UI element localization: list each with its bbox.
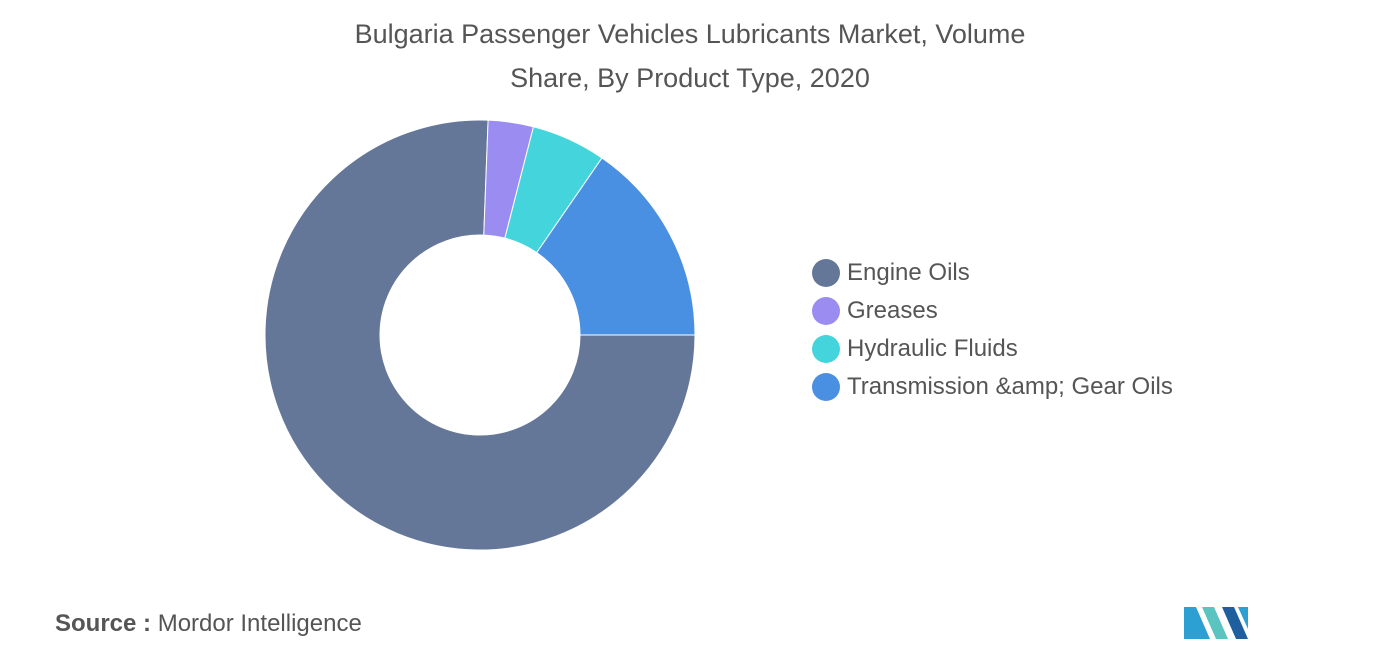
legend-swatch-hydraulic-fluids (812, 335, 840, 363)
logo-shape-right (1222, 607, 1248, 639)
logo-shape-right-bar (1238, 607, 1248, 629)
chart-title-line-2: Share, By Product Type, 2020 (510, 63, 870, 93)
source-note: Source : Mordor Intelligence (55, 610, 362, 638)
source-label: Source : (55, 610, 152, 637)
legend-item-hydraulic-fluids[interactable]: Hydraulic Fluids (812, 330, 1173, 368)
legend-label: Engine Oils (847, 259, 970, 286)
legend-swatch-greases (812, 297, 840, 325)
legend-label: Greases (847, 297, 938, 324)
donut-slice-transmission-gear-oils[interactable] (536, 157, 696, 336)
legend-label: Hydraulic Fluids (847, 335, 1018, 362)
legend-swatch-engine-oils (812, 259, 840, 287)
chart-title-line-1: Bulgaria Passenger Vehicles Lubricants M… (354, 19, 1026, 49)
logo-shape-mid (1202, 607, 1228, 639)
mordor-intelligence-logo-icon (1184, 607, 1248, 639)
logo-shape-left (1184, 607, 1210, 639)
legend-item-transmission-gear-oils[interactable]: Transmission &amp; Gear Oils (812, 368, 1173, 406)
legend-item-greases[interactable]: Greases (812, 292, 1173, 330)
source-name: Mordor Intelligence (157, 610, 362, 637)
legend-label: Transmission &amp; Gear Oils (847, 373, 1173, 400)
chart-title: Bulgaria Passenger Vehicles Lubricants M… (290, 12, 1090, 100)
donut-slice-engine-oils[interactable] (264, 119, 696, 551)
legend-swatch-transmission-gear-oils (812, 373, 840, 401)
legend-item-engine-oils[interactable]: Engine Oils (812, 254, 1173, 292)
chart-legend: Engine Oils Greases Hydraulic Fluids Tra… (812, 254, 1173, 406)
